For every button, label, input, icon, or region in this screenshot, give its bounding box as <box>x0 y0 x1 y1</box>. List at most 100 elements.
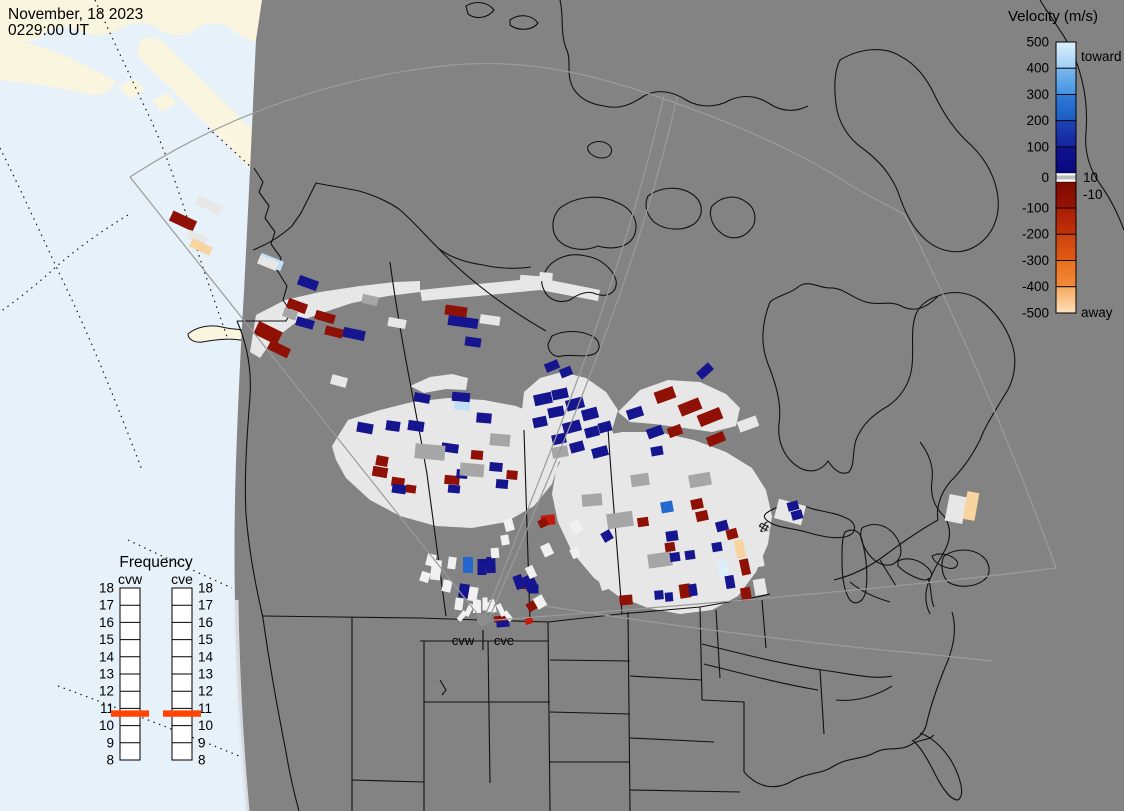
velocity-cell <box>711 541 723 553</box>
ground-scatter-band <box>420 278 600 301</box>
velocity-cell <box>444 474 460 486</box>
velocity-tick-label: 200 <box>1026 113 1049 128</box>
velocity-cell <box>486 556 496 574</box>
radar-fov-outline <box>129 62 1057 662</box>
velocity-cell <box>407 419 425 433</box>
zero-band-gray <box>1056 175 1076 180</box>
velocity-cell <box>342 326 366 342</box>
velocity-cell <box>506 470 518 480</box>
velocity-cell <box>583 425 601 439</box>
velocity-tick-label: -400 <box>1022 279 1049 294</box>
velocity-cell <box>664 541 676 553</box>
pacific-coastline <box>236 320 300 811</box>
velocity-cell <box>653 385 677 405</box>
velocity-cell <box>532 415 548 429</box>
radar-label-cve: cve <box>494 633 514 648</box>
baffin-island <box>834 49 999 253</box>
velocity-cell <box>257 255 279 271</box>
velocity-cell <box>521 573 539 593</box>
velocity-cell <box>736 415 760 433</box>
velocity-cell <box>496 620 510 628</box>
date-label: November, 18 2023 <box>8 6 143 23</box>
twilight-strip <box>233 599 250 811</box>
velocity-cell <box>696 406 724 428</box>
velocity-cell <box>425 553 437 567</box>
ground-scatter-band <box>332 398 560 528</box>
velocity-cell <box>467 586 479 602</box>
velocity-tick-label: 100 <box>1026 140 1049 155</box>
velocity-cell <box>285 297 309 315</box>
frequency-tick-label: 15 <box>198 632 213 647</box>
velocity-cell <box>451 391 471 403</box>
velocity-cell <box>413 392 431 404</box>
velocity-cell <box>463 557 473 573</box>
velocity-cell <box>186 229 208 247</box>
velocity-cell <box>558 365 574 379</box>
frequency-tick-label: 8 <box>106 753 114 768</box>
velocity-cell <box>470 449 484 461</box>
velocity-cell <box>666 423 684 439</box>
ground-scatter-band <box>410 374 468 393</box>
velocity-cell <box>385 420 401 432</box>
velocity-cell <box>375 455 389 467</box>
frequency-tick-label: 16 <box>99 615 114 630</box>
velocity-cell <box>962 491 980 521</box>
frequency-tick-label: 9 <box>106 735 114 750</box>
velocity-cell <box>524 564 538 580</box>
velocity-cell <box>696 362 714 380</box>
velocity-cell <box>717 560 729 578</box>
zero-band-white <box>1056 179 1076 182</box>
frequency-tick-label: 16 <box>198 615 213 630</box>
velocity-cell <box>677 397 703 417</box>
frequency-panel: Frequency cvw cve 1817161514131211109818… <box>99 554 214 768</box>
velocity-cell <box>296 274 320 292</box>
frequency-tick-label: 10 <box>198 718 213 733</box>
frequency-tick-label: 10 <box>99 718 114 733</box>
velocity-cell <box>266 339 292 359</box>
frequency-marker-cve <box>163 710 201 717</box>
velocity-cell <box>736 504 750 520</box>
velocity-cell <box>524 616 534 626</box>
frequency-col-label-cvw: cvw <box>118 571 143 587</box>
velocity-cell <box>314 309 336 325</box>
ground-scatter-band <box>552 432 772 614</box>
velocity-cell <box>479 314 501 326</box>
velocity-cell <box>281 307 299 321</box>
velocity-cell <box>725 527 739 541</box>
velocity-cell <box>537 517 549 529</box>
velocity-cell <box>688 583 698 597</box>
toward-label: toward <box>1081 49 1122 64</box>
velocity-cell <box>601 573 617 587</box>
velocity-cell <box>625 405 645 421</box>
velocity-cell <box>581 493 603 507</box>
velocity-legend: Velocity (m/s) toward 10 -10 away 500 400… <box>1008 8 1122 321</box>
lower-threshold-label: -10 <box>1083 187 1103 202</box>
frequency-title: Frequency <box>119 554 192 571</box>
frequency-tick-label: 11 <box>100 701 114 716</box>
velocity-cell <box>447 314 479 330</box>
velocity-cell <box>533 391 553 407</box>
velocity-tick-label: 300 <box>1026 87 1049 102</box>
velocity-legend-title: Velocity (m/s) <box>1008 8 1098 25</box>
velocity-cell <box>532 594 548 610</box>
map-outlines <box>236 0 1124 811</box>
velocity-cell <box>944 494 968 524</box>
frequency-tick-label: 11 <box>198 701 212 716</box>
frequency-tick-label: 15 <box>99 632 114 647</box>
velocity-cell <box>714 519 730 533</box>
hudson-bay-coast <box>762 295 939 474</box>
velocity-cell <box>539 542 555 558</box>
velocity-cell <box>482 597 488 611</box>
velocity-tick-label: -200 <box>1022 227 1049 242</box>
velocity-cell <box>473 599 481 613</box>
velocity-tick-label: -500 <box>1022 306 1049 321</box>
velocity-cell <box>561 419 583 435</box>
velocity-cell <box>495 478 509 490</box>
velocity-cell <box>490 547 500 559</box>
velocity-cells <box>168 194 980 628</box>
velocity-colorbar-ticks: 500 400 300 200 100 0 -100 -200 -300 -400 -500 <box>1022 35 1049 321</box>
velocity-colorbar-segment <box>1055 233 1077 261</box>
velocity-cell <box>489 461 503 473</box>
upper-threshold-label: 10 <box>1083 170 1098 185</box>
